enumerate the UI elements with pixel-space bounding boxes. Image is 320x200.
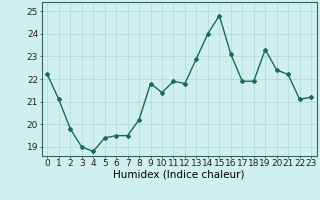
X-axis label: Humidex (Indice chaleur): Humidex (Indice chaleur): [114, 170, 245, 180]
